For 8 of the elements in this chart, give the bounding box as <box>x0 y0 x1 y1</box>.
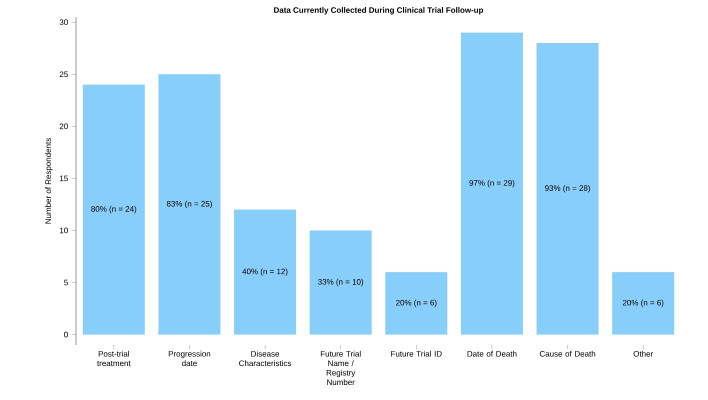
bar <box>158 74 220 335</box>
bar <box>536 43 599 335</box>
bar <box>460 32 523 335</box>
bar <box>310 230 372 335</box>
bar <box>612 272 674 335</box>
bar <box>234 210 296 335</box>
bar <box>385 272 448 335</box>
bar <box>82 84 145 335</box>
